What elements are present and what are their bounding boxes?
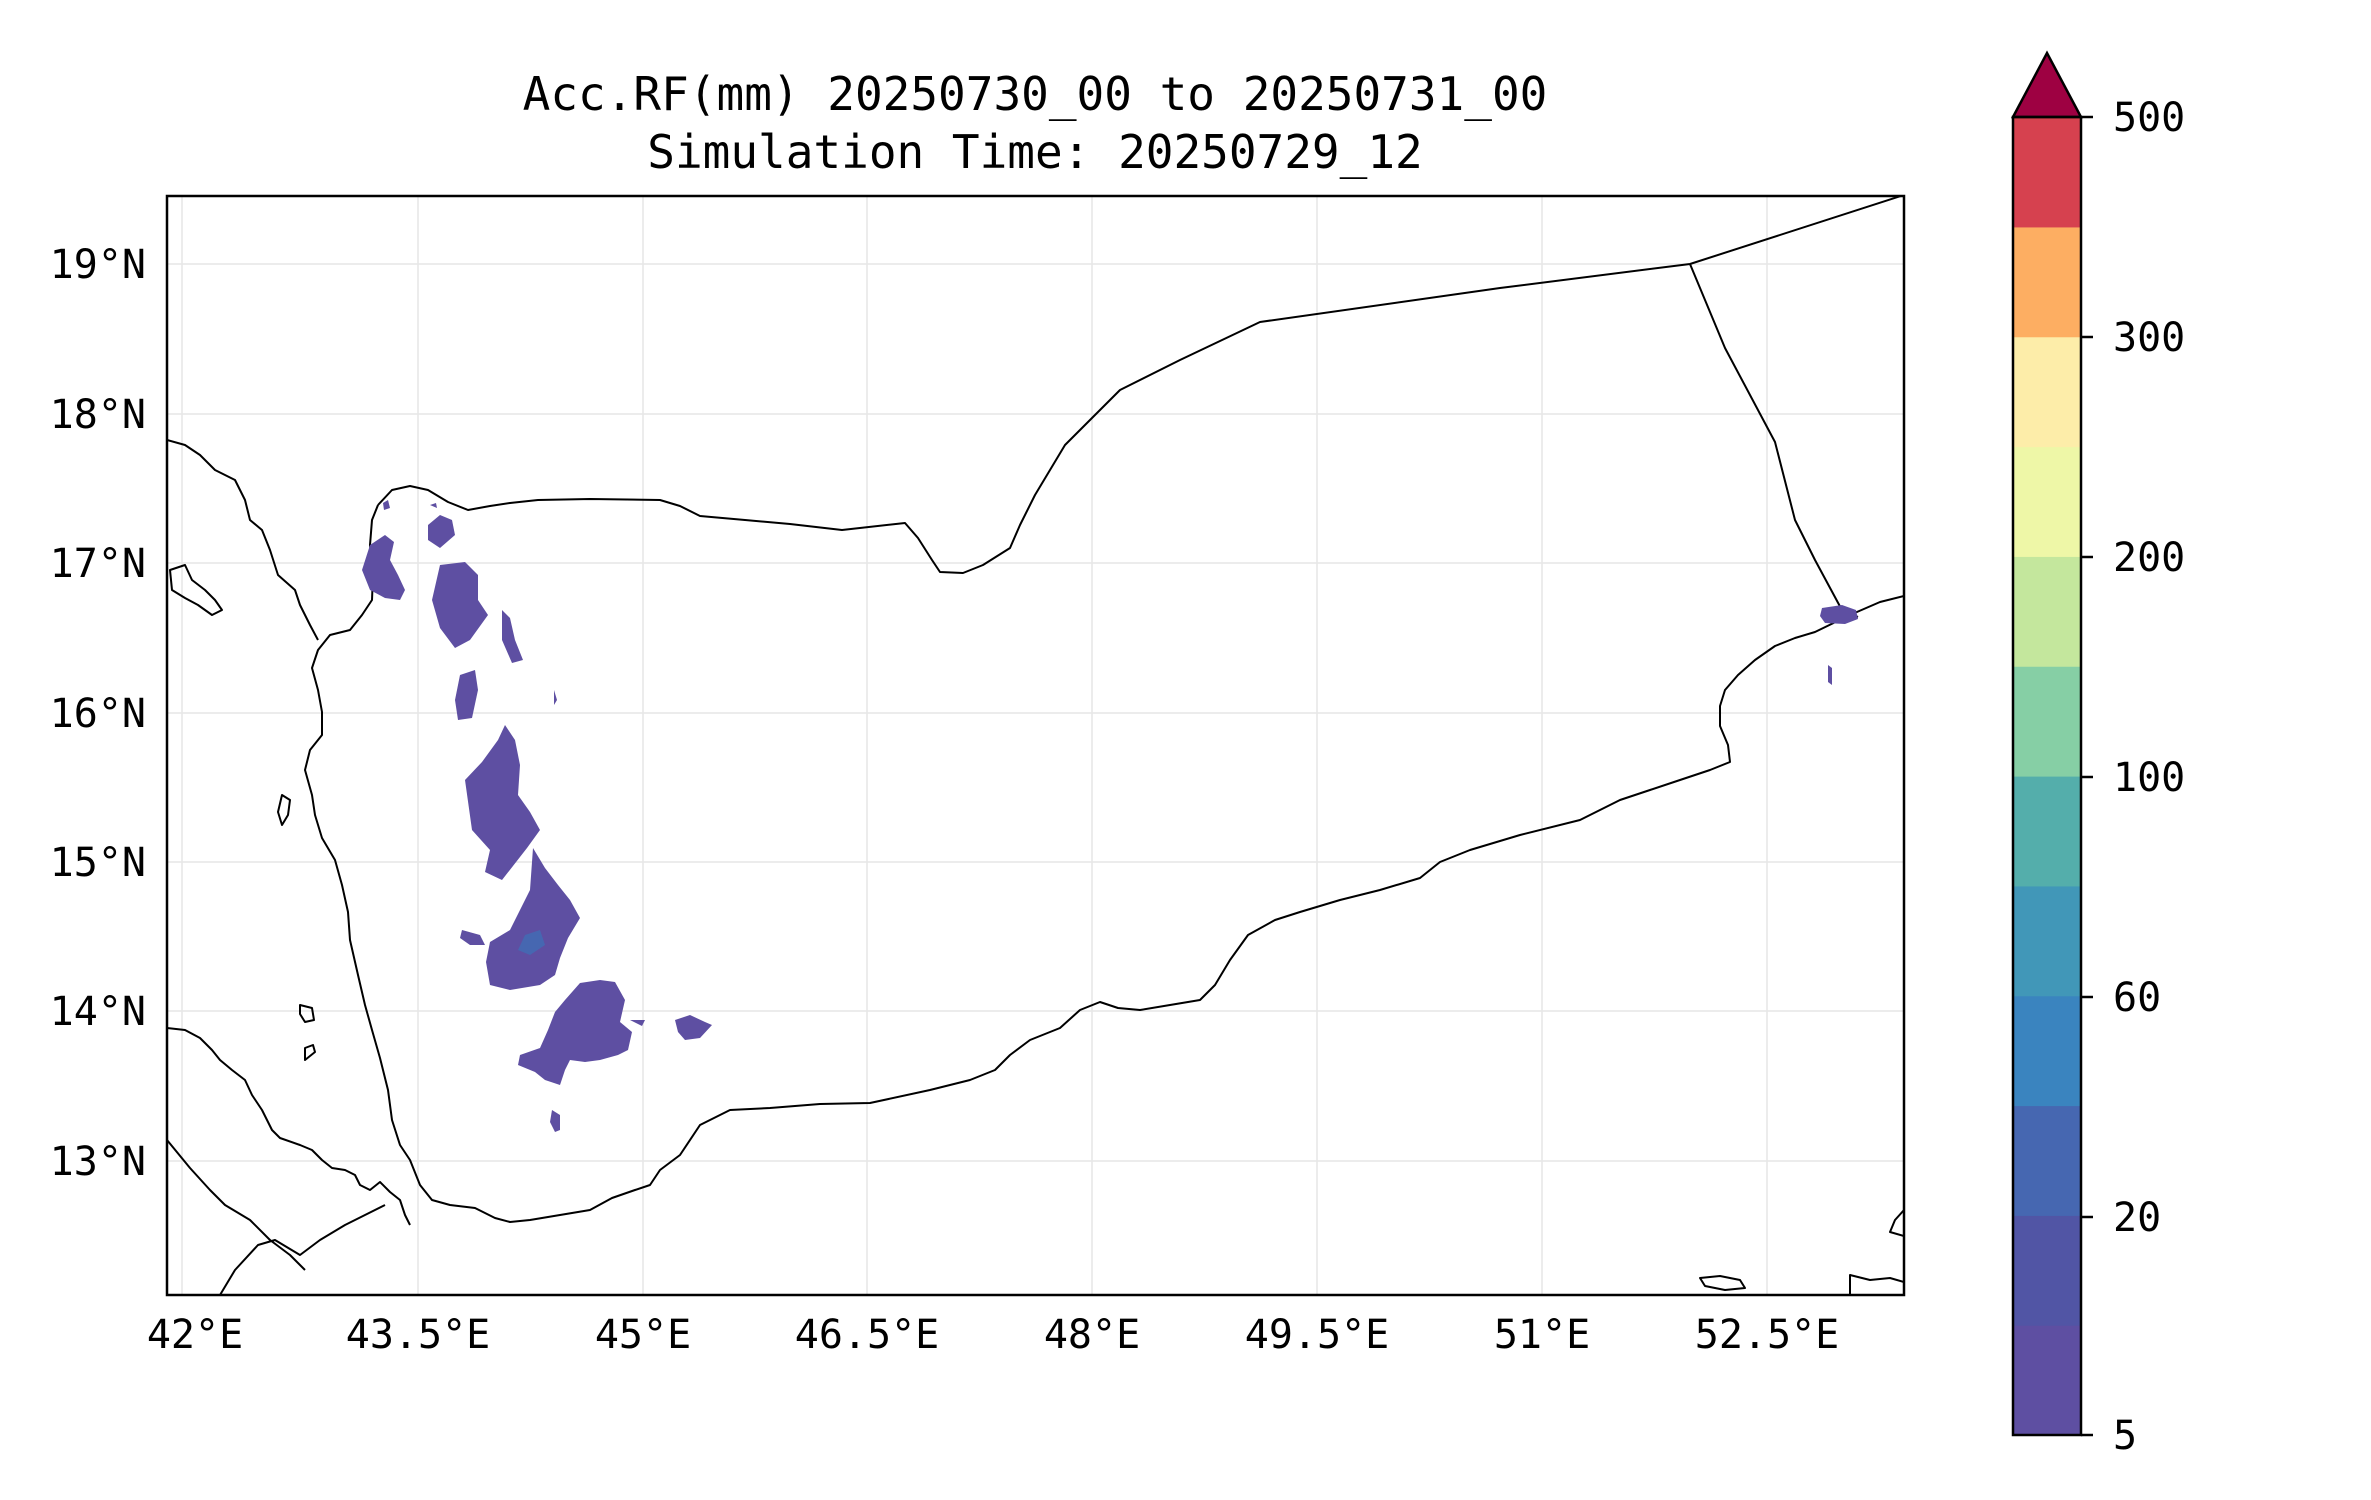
colorbar-segment: [2013, 117, 2081, 228]
colorbar-tick-label: 100: [2113, 755, 2185, 801]
colorbar-segment: [2013, 1105, 2081, 1216]
rain-area-3: [432, 562, 488, 648]
lon-tick-labels: 42°E 43.5°E 45°E 46.5°E 48°E 49.5°E 51°E…: [147, 1312, 1839, 1358]
lon-tick-label: 52.5°E: [1695, 1312, 1840, 1358]
lon-tick-label: 48°E: [1044, 1312, 1140, 1358]
rainfall-contours: [362, 500, 1858, 1132]
colorbar-extend-triangle: [2010, 50, 2084, 119]
lat-tick-labels: 19°N 18°N 17°N 16°N 15°N 14°N 13°N: [50, 242, 146, 1185]
hanish-islands: [304, 1044, 316, 1061]
rain-area-5: [455, 670, 478, 720]
colorbar-tick-label: 500: [2113, 95, 2185, 141]
rain-area-4: [502, 610, 523, 663]
map-panel: 42°E 43.5°E 45°E 46.5°E 48°E 49.5°E 51°E…: [50, 194, 1906, 1358]
map-title-line1: Acc.RF(mm) 20250730_00 to 20250731_00: [523, 67, 1548, 121]
rain-area-9: [518, 980, 632, 1085]
socotra-eastern-coast: [1889, 1209, 1904, 1237]
colorbar-segment: [2013, 1215, 2081, 1326]
yemen-southern-coast: [304, 504, 1904, 1223]
lon-tick-label: 43.5°E: [346, 1312, 491, 1358]
zubair-islands: [299, 1004, 315, 1023]
rain-area-13: [1820, 605, 1858, 624]
lon-tick-label: 49.5°E: [1245, 1312, 1390, 1358]
rain-area-5b: [554, 690, 557, 705]
dahlak-islands: [169, 564, 223, 616]
lon-tick-label: 42°E: [147, 1312, 243, 1358]
rain-area-7-core: [518, 930, 545, 955]
colorbar-ticks: [2081, 115, 2093, 1437]
abd-al-kuri-island: [1699, 1275, 1746, 1291]
yemen-oman-border: [1689, 263, 1859, 618]
lat-tick-label: 17°N: [50, 541, 146, 587]
rain-area-12: [550, 1110, 560, 1132]
rain-area-2: [428, 515, 455, 548]
lat-tick-label: 16°N: [50, 691, 146, 737]
colorbar-tick-label: 300: [2113, 315, 2185, 361]
rain-area-1: [362, 535, 405, 600]
lat-tick-label: 14°N: [50, 989, 146, 1035]
colorbar-segment: [2013, 446, 2081, 557]
colorbar-segment: [2013, 336, 2081, 448]
kamaran-island: [277, 794, 291, 826]
lon-tick-label: 51°E: [1494, 1312, 1590, 1358]
coastlines-and-borders: [167, 196, 1904, 1295]
colorbar-segment: [2013, 556, 2081, 667]
socotra-coast: [1849, 1274, 1904, 1295]
lat-tick-label: 19°N: [50, 242, 146, 288]
eritrea-coast: [167, 439, 319, 641]
rain-area-8: [460, 930, 485, 945]
colorbar-segment: [2013, 885, 2081, 997]
rain-area-10: [630, 1020, 645, 1026]
map-title-line2: Simulation Time: 20250729_12: [647, 125, 1422, 179]
rain-area-2b: [430, 503, 437, 508]
colorbar-segments: [2013, 117, 2081, 1436]
eritrea-ethiopia-border: [167, 1139, 306, 1271]
colorbar-segment: [2013, 995, 2081, 1107]
lat-tick-label: 18°N: [50, 392, 146, 438]
map-frame: [165, 194, 1906, 1297]
djibouti-border: [219, 1204, 386, 1295]
map-gridlines: [167, 196, 1904, 1295]
lat-tick-label: 15°N: [50, 840, 146, 886]
rain-area-6: [465, 725, 540, 880]
colorbar-tick-label: 20: [2113, 1195, 2161, 1241]
colorbar: 500 300 200 100 60 20 5: [2010, 50, 2185, 1459]
colorbar-tick-label: 5: [2113, 1413, 2137, 1459]
colorbar-segment: [2013, 226, 2081, 338]
colorbar-segment: [2013, 1325, 2081, 1436]
rain-area-1b: [383, 500, 390, 510]
yemen-saudi-border: [377, 196, 1904, 574]
lon-tick-label: 45°E: [595, 1312, 691, 1358]
colorbar-tick-label: 200: [2113, 535, 2185, 581]
rain-area-14: [1828, 665, 1832, 685]
colorbar-tick-label: 60: [2113, 975, 2161, 1021]
rain-area-11: [675, 1015, 712, 1040]
rain-area-7: [486, 848, 580, 990]
horn-of-africa-coast: [167, 1027, 411, 1226]
colorbar-segment: [2013, 666, 2081, 777]
colorbar-segment: [2013, 776, 2081, 887]
lon-tick-label: 46.5°E: [795, 1312, 940, 1358]
colorbar-tick-labels: 500 300 200 100 60 20 5: [2113, 95, 2185, 1459]
lat-tick-label: 13°N: [50, 1139, 146, 1185]
